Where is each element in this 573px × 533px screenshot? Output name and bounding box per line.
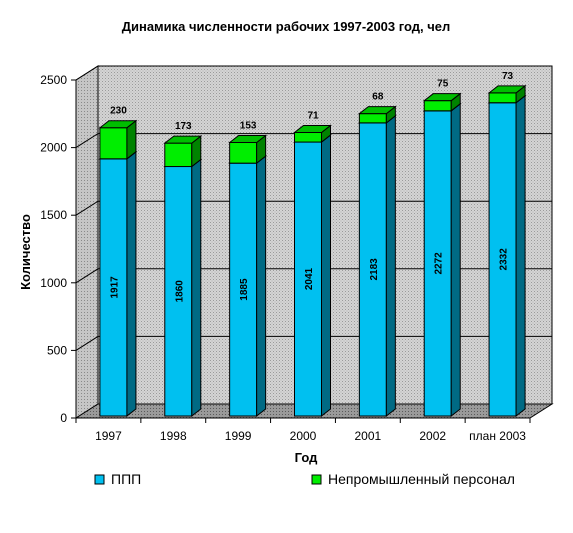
legend-label: ППП — [111, 471, 141, 487]
data-label-nonindustrial: 230 — [110, 106, 127, 117]
x-tick-label: 2002 — [419, 429, 446, 443]
legend-swatch — [94, 474, 105, 485]
x-tick-label: 2000 — [290, 429, 317, 443]
data-label-ppp: 2183 — [369, 258, 380, 281]
x-axis-label: Год — [295, 450, 318, 465]
gridline — [75, 335, 552, 351]
bar-nonindustrial-front — [488, 92, 517, 104]
data-label-nonindustrial: 153 — [240, 120, 257, 131]
gridline — [75, 65, 552, 81]
gridline — [75, 133, 552, 149]
y-tick-label: 1500 — [40, 208, 67, 222]
data-label-ppp: 1917 — [109, 276, 120, 299]
data-label-nonindustrial: 75 — [437, 79, 449, 90]
x-tick-label: 1999 — [225, 429, 252, 443]
bar-ppp-side — [385, 114, 396, 418]
bar-ppp-side — [321, 134, 331, 418]
bar-ppp-front — [164, 166, 193, 417]
data-label-nonindustrial: 173 — [175, 121, 192, 132]
bar-nonindustrial-top — [228, 134, 268, 143]
y-tick-label: 0 — [60, 411, 67, 425]
bar-ppp-side — [126, 150, 137, 418]
bar-nonindustrial-front — [358, 113, 387, 124]
bar-ppp-side — [515, 94, 526, 418]
bar-nonindustrial-top — [487, 85, 527, 94]
data-label-nonindustrial: 71 — [307, 110, 319, 121]
bar-ppp-side — [450, 102, 461, 418]
bar-ppp-front — [358, 122, 387, 417]
y-axis-label: Количество — [18, 214, 33, 290]
bar-nonindustrial-front — [99, 127, 128, 160]
bar-nonindustrial-front — [229, 141, 258, 164]
bar-nonindustrial-top — [357, 106, 397, 115]
plot-area: 0 500 1000 1500 2000 2500 1997 1998 1999 2000 2001… — [40, 65, 554, 443]
gridline — [75, 200, 552, 216]
data-label-ppp: 2041 — [304, 267, 315, 290]
data-label-ppp: 2332 — [499, 248, 510, 271]
bar-nonindustrial-front — [423, 100, 452, 112]
y-tick-label: 2500 — [40, 73, 67, 87]
bar-nonindustrial-top — [98, 120, 138, 129]
gridline — [75, 268, 552, 284]
bar-ppp-front — [294, 141, 322, 417]
legend-label: Непромышленный персонал — [328, 471, 515, 487]
x-tick-label: 1997 — [95, 429, 122, 443]
bar-ppp-front — [229, 162, 258, 417]
bar-nonindustrial-front — [294, 131, 322, 143]
data-label-ppp: 2272 — [434, 252, 445, 275]
bar-nonindustrial-top — [422, 93, 462, 102]
legend-swatch — [311, 474, 322, 485]
bar-ppp-side — [191, 158, 202, 418]
x-tick-label: план 2003 — [469, 429, 526, 443]
chart-title: Динамика численности рабочих 1997-2003 г… — [122, 19, 451, 34]
side-wall — [75, 65, 99, 419]
legend: ППП Непромышленный персонал — [94, 471, 515, 487]
data-label-nonindustrial: 73 — [502, 71, 514, 82]
bar-nonindustrial-top — [293, 124, 332, 133]
y-tick-label: 1000 — [40, 276, 67, 290]
x-tick-label: 2001 — [355, 429, 382, 443]
bar-ppp-side — [256, 155, 267, 418]
data-label-ppp: 1885 — [239, 278, 250, 301]
bar-nonindustrial-front — [164, 142, 193, 168]
y-tick-label: 500 — [47, 343, 67, 357]
bar-nonindustrial-top — [163, 135, 203, 144]
x-tick-label: 1998 — [160, 429, 187, 443]
bar-ppp-front — [423, 110, 452, 417]
data-label-nonindustrial: 68 — [372, 92, 384, 103]
y-tick-label: 2000 — [40, 141, 67, 155]
data-label-ppp: 1860 — [174, 280, 185, 303]
